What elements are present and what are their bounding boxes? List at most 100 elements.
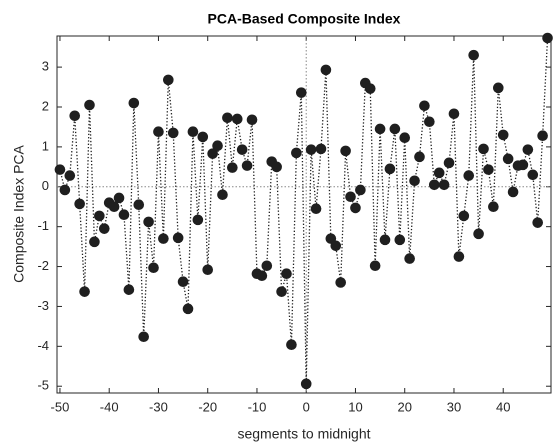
data-point [433, 167, 445, 179]
x-tick-label: 20 [397, 399, 411, 414]
data-point [128, 97, 140, 109]
data-point [305, 144, 317, 155]
data-point [369, 260, 381, 272]
data-point [497, 129, 509, 141]
x-tick-label: 40 [496, 399, 510, 414]
data-point [414, 151, 425, 163]
x-tick-label: 0 [303, 399, 310, 414]
x-tick-label: -50 [51, 399, 70, 414]
data-point [197, 131, 209, 143]
data-point [473, 228, 484, 240]
data-point [483, 164, 494, 175]
data-point [340, 145, 351, 157]
data-point [350, 202, 361, 214]
y-tick-label: 2 [42, 98, 49, 113]
data-point [345, 191, 356, 203]
data-point [167, 127, 179, 139]
data-point [212, 140, 223, 151]
data-point [291, 147, 302, 159]
data-point [271, 161, 282, 173]
data-point [502, 153, 514, 165]
x-axis-label: segments to midnight [237, 426, 370, 442]
data-point [108, 201, 120, 213]
data-point [537, 130, 548, 142]
data-point [89, 236, 100, 248]
data-point [84, 99, 95, 111]
data-point [384, 163, 396, 175]
data-point [276, 286, 287, 297]
data-point [527, 169, 539, 181]
data-point [424, 116, 435, 128]
data-point [231, 113, 243, 125]
data-point [394, 234, 406, 246]
data-point [443, 157, 455, 169]
data-point [286, 339, 297, 351]
data-point [438, 179, 450, 191]
data-point [123, 284, 135, 295]
y-tick-label: -1 [37, 218, 49, 233]
data-point [488, 201, 499, 213]
data-point [192, 214, 204, 226]
data-point [227, 162, 238, 173]
data-point [153, 126, 164, 138]
data-point [404, 253, 415, 264]
data-point [281, 268, 292, 280]
data-point [54, 164, 66, 175]
data-point [69, 110, 81, 122]
data-point [236, 144, 248, 155]
x-tick-label: 30 [447, 399, 461, 414]
data-point [64, 170, 76, 181]
data-point [74, 198, 85, 210]
data-point [517, 159, 529, 171]
data-point [202, 264, 214, 276]
x-tick-label: -30 [149, 399, 168, 414]
data-point [113, 192, 125, 204]
data-point [172, 232, 184, 244]
data-point [374, 123, 386, 135]
x-tick-label: -10 [248, 399, 267, 414]
y-tick-label: 1 [42, 138, 49, 153]
data-point [315, 143, 327, 155]
data-point [522, 144, 534, 155]
y-tick-label: -3 [37, 298, 49, 313]
data-point [399, 132, 411, 144]
x-tick-label: -20 [198, 399, 217, 414]
data-point [143, 216, 154, 228]
series-line [59, 37, 549, 384]
data-point [261, 260, 273, 272]
data-point [364, 83, 376, 94]
data-point [453, 251, 465, 262]
data-point [177, 276, 189, 288]
data-point [507, 186, 519, 198]
data-point [409, 175, 420, 187]
data-point [478, 143, 489, 155]
data-point [163, 74, 174, 86]
data-point [158, 233, 169, 244]
x-tick-label: -40 [100, 399, 119, 414]
data-point [419, 100, 430, 112]
y-axis-label: Composite Index PCA [11, 144, 27, 282]
data-point [138, 331, 149, 343]
y-tick-label: -2 [37, 258, 49, 273]
data-point [310, 203, 322, 215]
data-point [493, 82, 504, 94]
data-point [463, 170, 475, 181]
y-tick-label: 0 [42, 178, 49, 193]
data-point [295, 87, 307, 98]
data-point [187, 126, 199, 138]
data-point [133, 199, 145, 211]
data-point [542, 32, 553, 44]
data-point [320, 64, 332, 76]
data-point [300, 378, 312, 390]
y-tick-label: 3 [42, 59, 49, 74]
y-tick-label: -4 [37, 338, 49, 353]
data-point [59, 184, 71, 196]
data-point [148, 262, 159, 274]
data-point [379, 234, 391, 246]
data-point [335, 277, 346, 288]
data-point [94, 210, 105, 222]
data-point [355, 184, 366, 196]
y-tick-label: -5 [37, 378, 49, 393]
data-point [222, 112, 233, 124]
